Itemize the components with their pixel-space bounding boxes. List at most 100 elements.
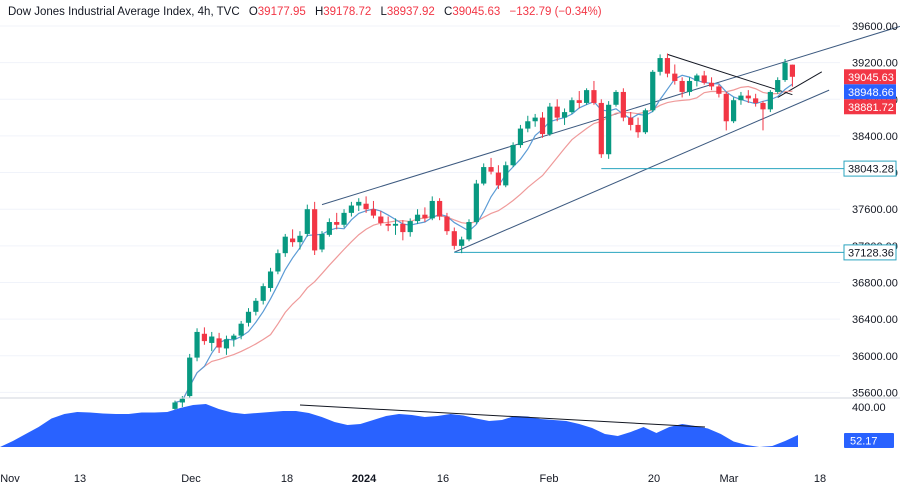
candle-body-40 <box>466 222 472 240</box>
price-tick-3: 36800.00 <box>852 277 898 289</box>
candle-body-38 <box>451 231 457 246</box>
trendlines <box>321 25 900 253</box>
price-label-3: 38043.28 <box>848 164 894 176</box>
time-tick-2: Dec <box>181 473 201 485</box>
low-label: L <box>380 6 387 18</box>
channel-upper <box>321 25 900 206</box>
candle-body-44 <box>495 172 501 186</box>
candle-body-34 <box>422 214 428 219</box>
candle-body-19 <box>312 209 318 251</box>
candle-body-8 <box>231 335 237 340</box>
low-value: 38937.92 <box>386 6 435 18</box>
price-badge-3 <box>843 160 897 177</box>
candle-body-77 <box>738 95 744 101</box>
oscillator-tick-0: 400.00 <box>852 402 886 414</box>
candle-body-21 <box>326 222 332 235</box>
symbol-title: Dow Jones Industrial Average Index, 4h, … <box>8 6 240 18</box>
ma-slow-line <box>174 85 793 404</box>
candle-body-66 <box>657 58 663 72</box>
channel-lower <box>454 89 830 253</box>
candle-body-51 <box>547 106 553 135</box>
candle-body-10 <box>245 311 252 323</box>
price-label-0: 39045.63 <box>848 72 894 84</box>
price-label-1: 38948.66 <box>848 87 894 99</box>
price-tick-10: 39600.00 <box>852 21 898 33</box>
candle-body-0 <box>172 402 178 409</box>
candle-body-29 <box>385 223 391 226</box>
candle-body-68 <box>672 73 678 81</box>
time-tick-9: 18 <box>814 473 826 485</box>
oscillator-pane: 400.00 52.17 <box>0 397 900 463</box>
candle-body-56 <box>584 90 590 103</box>
candle-body-33 <box>414 214 421 222</box>
price-tick-2: 36400.00 <box>852 314 898 326</box>
candle-body-27 <box>370 209 377 216</box>
axes: 35600.0036000.0036400.0036800.0037200.00… <box>0 21 898 485</box>
candle-body-55 <box>576 100 582 103</box>
candle-body-2 <box>187 357 193 397</box>
change-value: −132.79 (−0.34%) <box>509 6 602 18</box>
time-tick-7: 20 <box>648 473 660 485</box>
candle-body-50 <box>539 117 546 135</box>
candle-body-65 <box>650 71 656 111</box>
candle-body-16 <box>290 238 296 243</box>
high-value: 39178.72 <box>323 6 372 18</box>
candle-body-67 <box>664 58 671 74</box>
candle-body-42 <box>481 167 487 184</box>
price-label-2: 38881.72 <box>848 102 894 114</box>
candle-body-62 <box>628 117 634 125</box>
candle-body-11 <box>253 300 259 312</box>
candle-body-48 <box>525 121 531 129</box>
candle-body-52 <box>554 106 560 118</box>
candle-body-23 <box>341 212 347 225</box>
candle-body-15 <box>282 236 288 254</box>
candle-body-74 <box>716 86 722 94</box>
price-tick-7: 38400.00 <box>852 131 898 143</box>
open-label: O <box>248 6 258 18</box>
candle-body-14 <box>275 253 281 272</box>
candle-body-7 <box>223 339 230 349</box>
candle-body-81 <box>767 91 773 110</box>
time-tick-1: 13 <box>74 473 86 485</box>
candle-body-78 <box>745 95 751 99</box>
time-tick-4: 2024 <box>352 473 377 485</box>
price-badge-4 <box>843 244 897 261</box>
descending-trendline <box>667 53 793 96</box>
candle-body-59 <box>606 104 612 155</box>
candle-body-82 <box>775 80 781 92</box>
candle-body-60 <box>613 91 619 105</box>
candle-body-53 <box>561 112 568 118</box>
candle-body-1 <box>179 398 185 403</box>
candle-body-63 <box>635 124 641 133</box>
candle-body-13 <box>267 271 274 288</box>
time-tick-6: Feb <box>540 473 559 485</box>
price-label-4: 37128.36 <box>848 247 894 259</box>
candle-body-31 <box>400 223 406 233</box>
time-tick-5: 16 <box>437 473 449 485</box>
candle-body-20 <box>319 233 325 250</box>
close-value: 39045.63 <box>452 6 501 18</box>
candle-body-12 <box>260 286 266 301</box>
oscillator-area <box>0 404 798 463</box>
chart-header: Dow Jones Industrial Average Index, 4h, … <box>8 6 602 18</box>
candle-body-47 <box>517 128 524 146</box>
candle-body-28 <box>378 216 384 223</box>
price-badge-2 <box>844 99 896 115</box>
candle-body-39 <box>459 239 465 246</box>
candle-body-72 <box>701 75 707 83</box>
high-label: H <box>314 6 324 18</box>
time-tick-8: Mar <box>720 473 739 485</box>
candle-body-83 <box>782 62 788 81</box>
time-tick-0: Nov <box>0 473 20 485</box>
oscillator-trendline <box>299 404 706 428</box>
candle-body-25 <box>356 201 362 206</box>
oscillator-value-badge <box>844 433 894 448</box>
oscillator-value-label: 52.17 <box>850 436 878 448</box>
candle-body-37 <box>444 216 450 232</box>
candle-body-36 <box>437 200 443 217</box>
candle-body-84 <box>789 64 795 77</box>
candle-body-76 <box>731 100 737 122</box>
price-badge-0 <box>844 69 896 85</box>
candle-body-17 <box>297 235 303 243</box>
